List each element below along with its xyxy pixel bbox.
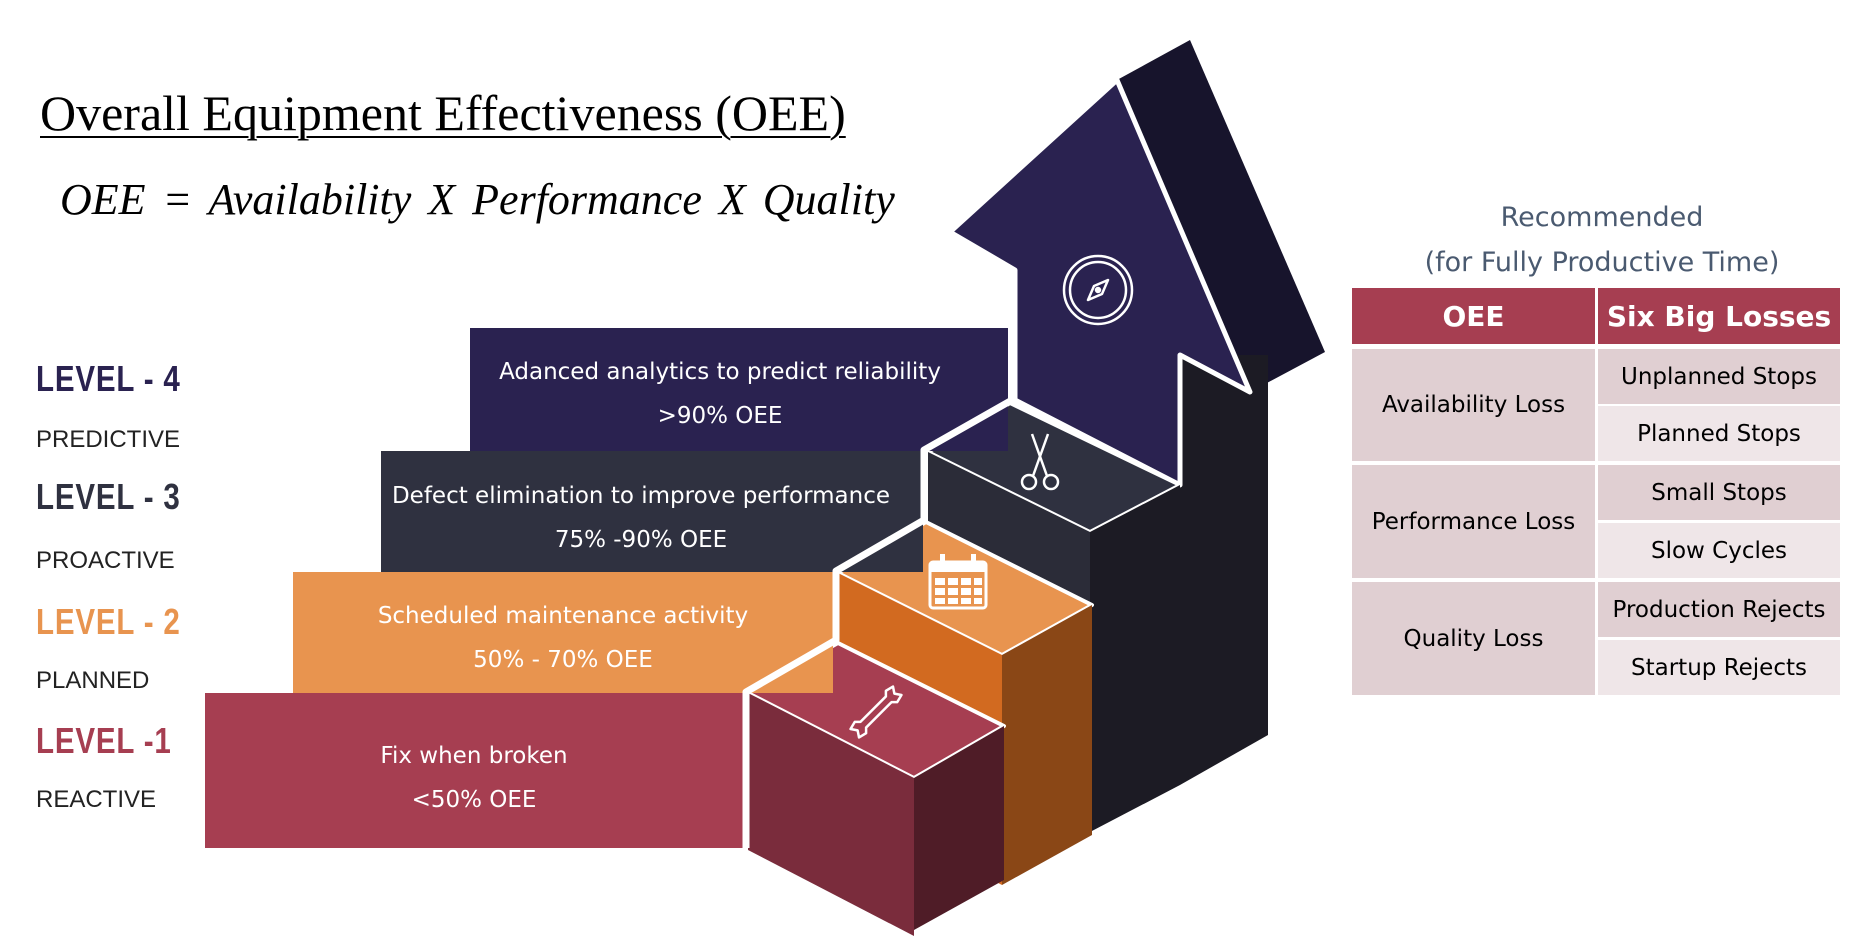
step3-side bbox=[1090, 485, 1180, 832]
level-4-subtitle: PREDICTIVE bbox=[36, 426, 181, 453]
table-cell-small-stops: Small Stops bbox=[1598, 465, 1840, 520]
step1-side bbox=[914, 726, 1004, 930]
level-2-text: Scheduled maintenance activity 50% - 70%… bbox=[293, 594, 833, 682]
wrench-icon bbox=[849, 685, 903, 739]
band-level-1 bbox=[205, 693, 743, 848]
level-1-text: Fix when broken <50% OEE bbox=[205, 734, 743, 822]
stair-separator bbox=[742, 328, 1016, 848]
table-cell-planned-stops: Planned Stops bbox=[1598, 406, 1840, 461]
level-4-description: Adanced analytics to predict reliability bbox=[499, 359, 941, 385]
level-4-text: Adanced analytics to predict reliability… bbox=[470, 350, 970, 438]
level-1-description: Fix when broken bbox=[380, 743, 568, 769]
level-2-subtitle: PLANNED bbox=[36, 667, 150, 694]
recommended-subheading: (for Fully Productive Time) bbox=[1424, 247, 1780, 278]
table-cell-startup-rejects: Startup Rejects bbox=[1598, 640, 1840, 695]
calendar-icon bbox=[928, 554, 988, 610]
arrow-shaft-side bbox=[1180, 355, 1268, 785]
page-title: Overall Equipment Effectiveness (OEE) bbox=[40, 85, 846, 141]
table-row-performance-loss: Performance Loss bbox=[1352, 465, 1595, 578]
oee-formula: OEE = Availability X Performance X Quali… bbox=[60, 175, 895, 224]
band-level-3 bbox=[381, 451, 923, 572]
table-cell-unplanned-stops: Unplanned Stops bbox=[1598, 349, 1840, 404]
level-4-target: >90% OEE bbox=[657, 403, 783, 429]
level-3-subtitle: PROACTIVE bbox=[36, 547, 175, 574]
level-4-title: LEVEL - 4 bbox=[36, 358, 181, 399]
table-cell-production-rejects: Production Rejects bbox=[1598, 582, 1840, 637]
step1-front bbox=[748, 693, 914, 936]
table-header-oee: OEE bbox=[1352, 288, 1595, 344]
level-3-text: Defect elimination to improve performanc… bbox=[381, 474, 901, 562]
level-2-description: Scheduled maintenance activity bbox=[377, 603, 749, 629]
compass-icon bbox=[1062, 254, 1134, 326]
table-cell-slow-cycles: Slow Cycles bbox=[1598, 523, 1840, 578]
scissors-icon bbox=[1020, 433, 1060, 491]
level-3-title: LEVEL - 3 bbox=[36, 476, 181, 517]
level-1-target: <50% OEE bbox=[411, 787, 537, 813]
band-level-2 bbox=[293, 572, 833, 693]
arrow-side-face bbox=[1117, 40, 1325, 392]
table-header-six-big-losses: Six Big Losses bbox=[1598, 288, 1840, 344]
level-2-target: 50% - 70% OEE bbox=[473, 647, 653, 673]
level-1-subtitle: REACTIVE bbox=[36, 786, 157, 813]
table-row-availability-loss: Availability Loss bbox=[1352, 349, 1595, 461]
level-2-title: LEVEL - 2 bbox=[36, 601, 181, 642]
recommended-heading: Recommended bbox=[1500, 202, 1704, 233]
level-1-title: LEVEL -1 bbox=[36, 720, 172, 761]
level-3-description: Defect elimination to improve performanc… bbox=[391, 483, 891, 509]
level-3-target: 75% -90% OEE bbox=[554, 527, 728, 553]
step2-side bbox=[1002, 605, 1092, 885]
table-row-quality-loss: Quality Loss bbox=[1352, 582, 1595, 695]
band-level-4 bbox=[470, 328, 1008, 451]
